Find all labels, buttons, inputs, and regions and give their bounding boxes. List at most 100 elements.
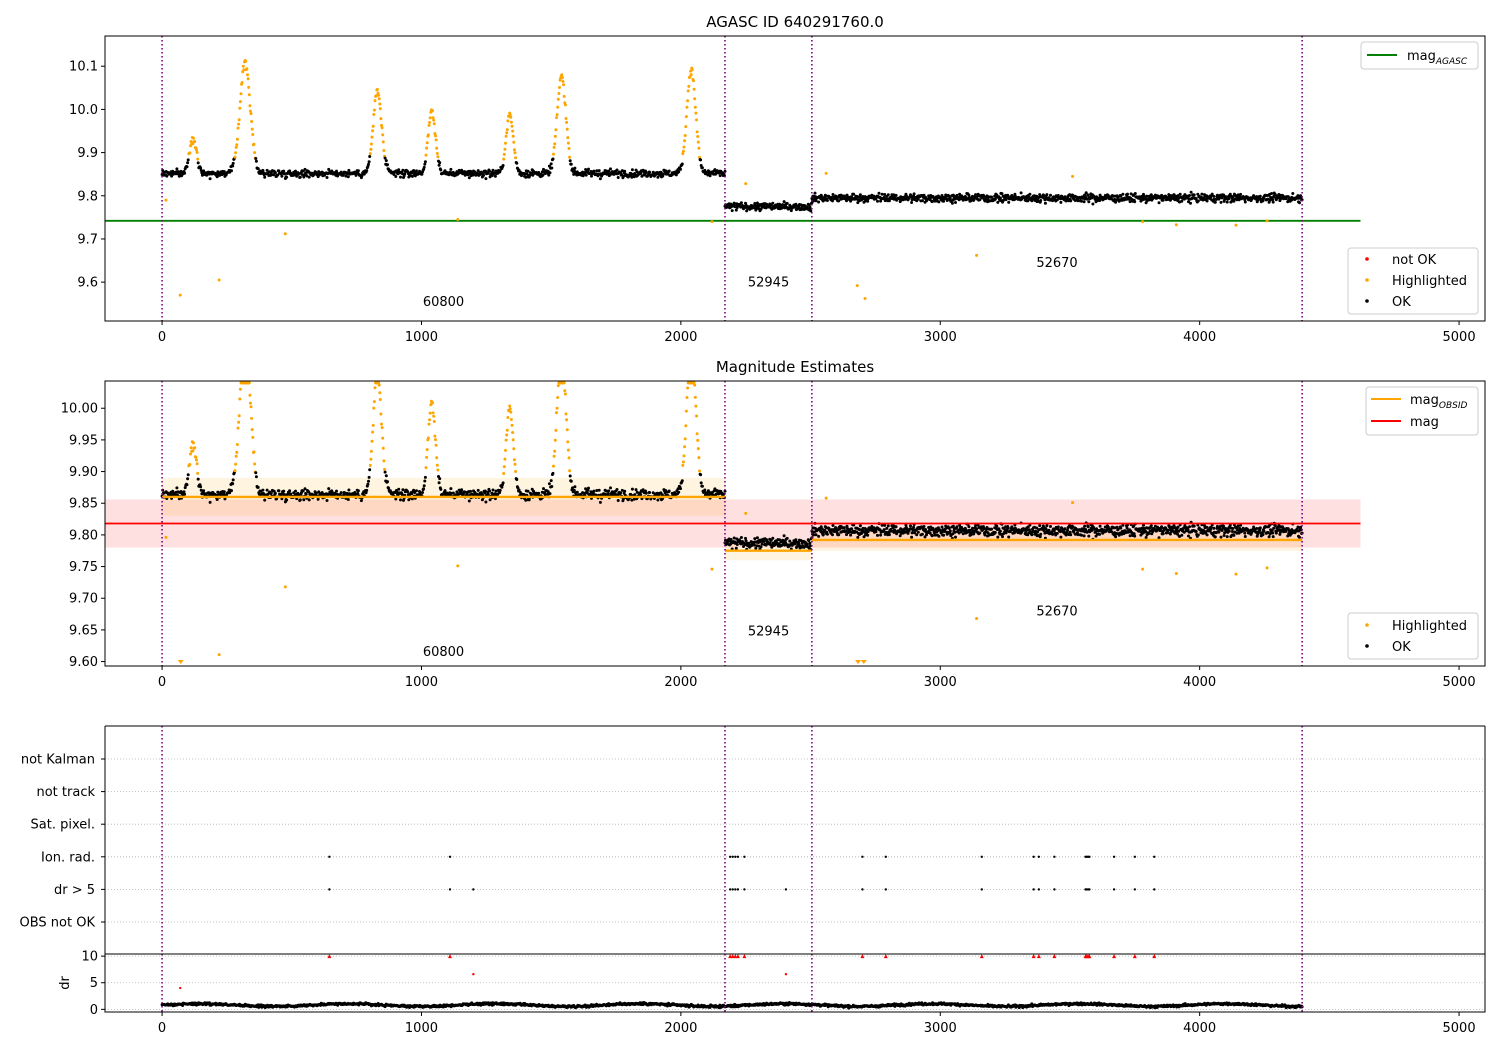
ok-point (423, 160, 427, 164)
ok-point (1116, 195, 1120, 199)
ok-point (1090, 528, 1094, 532)
ok-point (359, 499, 363, 503)
flag-point (1032, 855, 1035, 858)
highlighted-point (695, 118, 698, 122)
highlighted-point (372, 406, 376, 410)
ok-point (793, 542, 797, 546)
ok-point (548, 492, 552, 496)
ok-point (543, 172, 547, 175)
ok-point (1038, 193, 1042, 197)
ok-point (975, 527, 979, 531)
ok-point (810, 529, 814, 533)
ok-point (280, 174, 284, 178)
highlighted-point (432, 122, 436, 126)
highlighted-point (692, 87, 696, 91)
ok-point (215, 498, 219, 501)
ok-point (547, 173, 551, 177)
highlighted-point (506, 416, 510, 419)
ok-point (1222, 524, 1226, 528)
ok-point (282, 489, 286, 493)
ok-point (231, 164, 235, 168)
ok-point (397, 487, 401, 491)
ok-point (367, 475, 371, 479)
flag-category-label: OBS not OK (20, 916, 96, 931)
ok-point (261, 168, 265, 172)
ok-point (183, 171, 187, 175)
highlighted-point (682, 454, 686, 458)
highlighted-point (555, 116, 558, 120)
ok-point (630, 175, 634, 179)
ok-point (186, 477, 190, 481)
ok-point (744, 536, 747, 540)
highlighted-point (1071, 174, 1075, 178)
highlighted-point (247, 85, 251, 89)
highlighted-point (568, 469, 572, 473)
ok-point (967, 525, 971, 529)
ok-point (215, 175, 219, 179)
ok-point (418, 491, 422, 495)
ok-point (954, 201, 957, 204)
ok-point (998, 196, 1002, 200)
ok-point (1068, 530, 1072, 534)
ok-point (858, 524, 862, 528)
highlighted-point (505, 131, 509, 135)
ok-point (995, 193, 999, 197)
highlighted-point (690, 68, 694, 72)
ok-point (597, 169, 601, 173)
ok-point (1236, 524, 1240, 528)
ok-point (272, 489, 276, 493)
ok-point (316, 497, 320, 501)
highlighted-point (710, 220, 714, 224)
highlighted-point (513, 462, 517, 466)
y-tick-label-1: 9.60 (69, 655, 98, 670)
ok-point (1232, 199, 1236, 203)
ok-point (648, 170, 652, 174)
highlighted-point (249, 112, 253, 116)
highlighted-point (378, 107, 382, 111)
ok-point (484, 177, 488, 181)
highlighted-point (683, 134, 687, 137)
ok-point (951, 532, 955, 536)
ok-point (778, 538, 781, 542)
ok-point (1222, 534, 1226, 537)
highlighted-point (235, 450, 239, 454)
ok-point (480, 498, 484, 502)
ok-point (1205, 525, 1209, 529)
highlighted-point (512, 458, 516, 462)
highlighted-point (247, 93, 251, 97)
ok-point (423, 162, 427, 166)
ok-point (964, 528, 968, 532)
ok-point (700, 484, 704, 488)
highlighted-point (563, 389, 567, 393)
ok-point (571, 486, 574, 490)
flag-point (736, 855, 740, 858)
ok-point (1149, 193, 1153, 197)
highlighted-point (428, 418, 432, 422)
ok-point (310, 492, 314, 496)
ok-point (283, 172, 287, 176)
ok-point (723, 169, 727, 173)
ok-point (639, 493, 643, 497)
obsid-label: 52670 (1036, 604, 1077, 619)
ok-point (1189, 201, 1192, 205)
highlighted-point (369, 147, 373, 151)
ok-point (500, 485, 504, 489)
highlighted-point (554, 128, 558, 132)
ok-point (1270, 528, 1274, 532)
highlighted-point (552, 464, 555, 468)
highlighted-point (238, 397, 242, 401)
ok-point (410, 492, 414, 496)
ok-point (263, 498, 267, 502)
highlighted-point (235, 143, 239, 147)
ok-point (356, 489, 360, 493)
ok-point (384, 474, 388, 478)
ok-point (620, 169, 624, 173)
ok-point (367, 479, 370, 483)
ok-point (615, 168, 619, 172)
ok-point (1086, 525, 1090, 529)
ok-point (623, 169, 627, 173)
highlighted-point (246, 77, 250, 81)
ok-point (302, 498, 306, 502)
highlighted-point (238, 387, 242, 391)
ok-point (607, 169, 611, 173)
